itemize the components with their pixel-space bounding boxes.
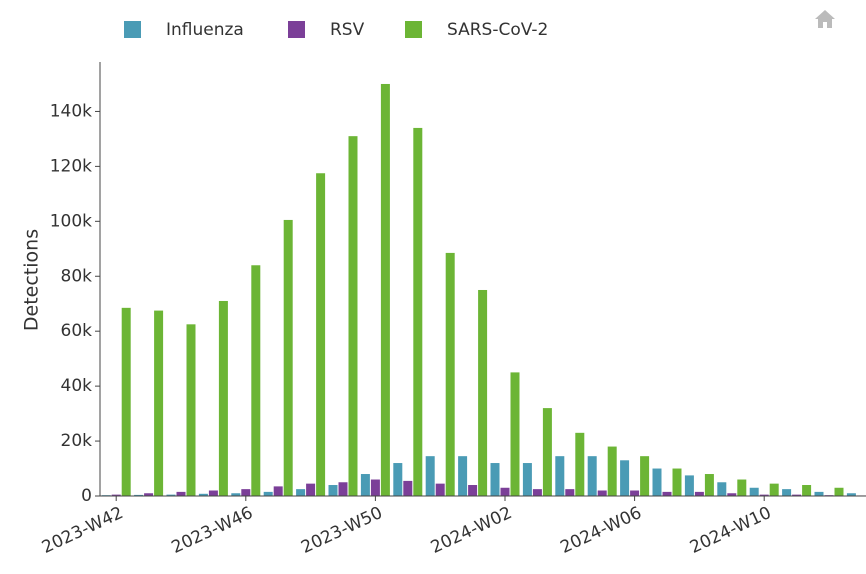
bar — [176, 491, 186, 496]
bar — [328, 485, 338, 496]
bar — [782, 489, 792, 496]
plot-area — [101, 83, 866, 497]
bar — [490, 463, 500, 496]
bar — [134, 494, 144, 496]
bar — [425, 456, 435, 496]
y-axis-title: Detections — [21, 229, 43, 331]
bar — [802, 485, 812, 496]
bar — [672, 468, 682, 496]
x-tick-label: 2024-W02 — [428, 503, 515, 558]
legend-swatch — [288, 21, 305, 38]
bar — [749, 487, 759, 496]
y-tick-label: 80k — [61, 266, 93, 286]
x-tick-label: 2023-W46 — [169, 503, 256, 558]
bar — [231, 493, 241, 496]
y-tick-label: 100k — [50, 211, 92, 231]
bar — [792, 494, 802, 496]
bar — [154, 310, 164, 496]
bar — [445, 252, 455, 496]
bar — [597, 490, 607, 496]
bar — [338, 482, 348, 496]
bar — [296, 489, 306, 496]
bar — [316, 173, 326, 497]
bar — [630, 490, 640, 496]
bar — [652, 468, 662, 496]
bar — [769, 483, 779, 496]
bar — [640, 456, 650, 496]
bar — [478, 289, 488, 496]
bar — [251, 265, 261, 496]
bar — [607, 446, 617, 496]
bar — [575, 432, 585, 496]
bar — [510, 372, 520, 496]
y-tick-label: 20k — [61, 431, 93, 451]
bar — [435, 483, 445, 496]
legend-label: SARS-CoV-2 — [447, 20, 548, 40]
bar — [532, 489, 542, 496]
bar — [360, 474, 370, 496]
bar — [166, 494, 176, 496]
bar — [273, 486, 283, 496]
bar — [684, 475, 694, 496]
bar — [542, 408, 552, 496]
bar — [241, 489, 251, 496]
bar — [121, 307, 131, 496]
bar — [694, 491, 704, 496]
y-tick-label: 0 — [81, 486, 92, 506]
bar — [727, 493, 737, 496]
y-tick-label: 120k — [50, 156, 92, 176]
bar — [186, 324, 196, 496]
y-tick-label: 140k — [50, 101, 92, 121]
legend-swatch — [124, 21, 141, 38]
bar — [208, 490, 218, 496]
x-tick-label: 2024-W10 — [687, 503, 774, 558]
bar — [198, 493, 208, 496]
bar — [306, 483, 316, 496]
x-tick-label: 2024-W06 — [557, 503, 644, 558]
bar — [737, 479, 747, 496]
bar — [468, 485, 478, 496]
bar — [522, 463, 532, 496]
bar — [662, 491, 672, 496]
bar — [846, 493, 856, 496]
bar — [218, 300, 228, 496]
bar — [403, 480, 413, 496]
y-tick-label: 60k — [61, 321, 93, 341]
bar — [380, 83, 390, 497]
bar — [834, 487, 844, 496]
bar — [555, 456, 565, 496]
legend-swatch — [405, 21, 422, 38]
legend-label: RSV — [330, 20, 365, 40]
bar — [587, 456, 597, 496]
home-icon[interactable] — [815, 10, 835, 28]
bar — [370, 479, 380, 496]
bar — [717, 482, 727, 496]
bar — [814, 491, 824, 496]
bar — [704, 474, 714, 496]
x-tick-label: 2023-W42 — [39, 503, 126, 558]
bar — [111, 494, 121, 496]
bar — [565, 489, 575, 496]
bar — [263, 491, 273, 496]
bar — [283, 219, 293, 496]
legend-label: Influenza — [166, 20, 244, 40]
bar — [144, 493, 154, 496]
bar — [458, 456, 468, 496]
bar — [759, 494, 769, 496]
x-tick-label: 2023-W50 — [298, 503, 385, 558]
bar — [413, 127, 423, 497]
bar — [620, 460, 630, 496]
bar — [393, 463, 403, 496]
bar — [500, 487, 510, 496]
bar — [348, 136, 358, 496]
y-tick-label: 40k — [61, 376, 93, 396]
